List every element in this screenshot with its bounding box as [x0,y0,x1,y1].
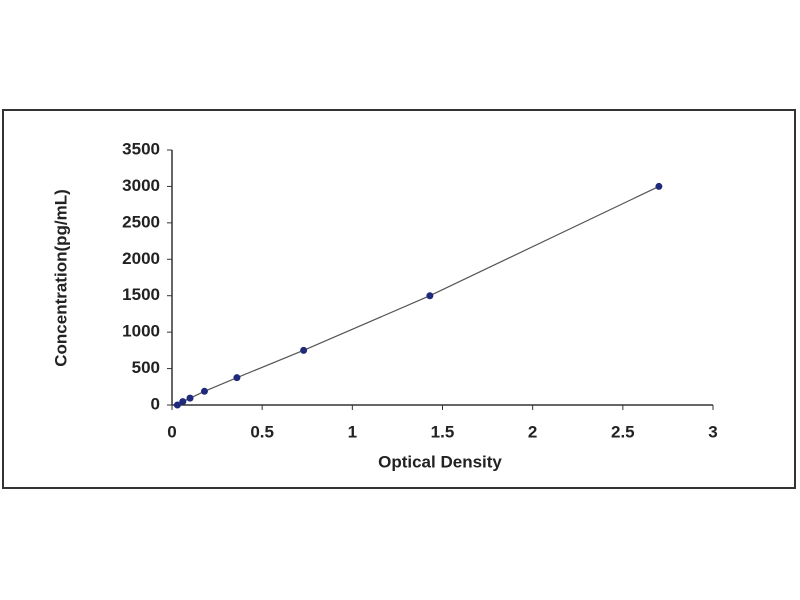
y-tick-label: 0 [151,394,160,413]
x-tick-label: 0 [167,422,176,441]
x-tick-label: 2 [528,422,537,441]
x-tick-label: 1.5 [431,422,455,441]
y-tick-label: 1500 [122,285,160,304]
y-tick-label: 2000 [122,249,160,268]
data-point [655,182,663,190]
chart-frame [2,109,796,489]
data-point [186,394,194,402]
y-tick-label: 3000 [122,176,160,195]
y-axis-label: Concentration(pg/mL) [51,189,70,367]
data-point [233,374,241,382]
y-tick-label: 500 [132,358,160,377]
data-point [200,387,208,395]
data-point [179,398,187,406]
y-tick-label: 3500 [122,139,160,158]
x-axis-label: Optical Density [378,452,502,471]
x-tick-label: 1 [348,422,357,441]
data-point [300,346,308,354]
y-tick-label: 1000 [122,322,160,341]
data-point [173,401,181,409]
x-tick-label: 2.5 [611,422,635,441]
y-tick-label: 2500 [122,212,160,231]
data-point [426,292,434,300]
x-tick-label: 3 [708,422,717,441]
x-tick-label: 0.5 [250,422,274,441]
